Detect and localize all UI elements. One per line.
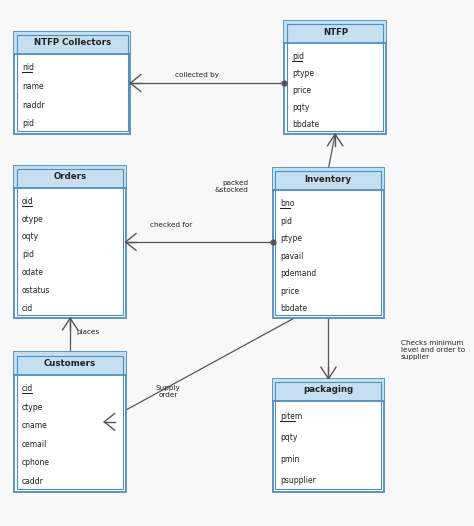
Text: ostatus: ostatus (22, 286, 50, 295)
Text: naddr: naddr (22, 100, 45, 109)
Text: oid: oid (22, 197, 34, 206)
Bar (14, 32, 130, 134)
Text: bno: bno (280, 199, 294, 208)
Text: name: name (22, 82, 44, 91)
Text: cphone: cphone (22, 459, 50, 468)
Text: pqty: pqty (280, 433, 298, 442)
Text: pid: pid (280, 217, 292, 226)
Text: cid: cid (22, 384, 33, 393)
Bar (14, 32, 130, 54)
Text: packed
&stocked: packed &stocked (215, 180, 249, 193)
Bar (275, 382, 381, 489)
Text: otype: otype (22, 215, 44, 224)
Bar (284, 21, 386, 134)
Text: pid: pid (292, 52, 304, 60)
Text: Orders: Orders (54, 172, 86, 181)
Text: packaging: packaging (303, 385, 353, 394)
Text: places: places (76, 329, 100, 336)
Text: nid: nid (22, 63, 34, 72)
Bar (284, 21, 386, 43)
Text: oqty: oqty (22, 232, 39, 241)
Bar (14, 352, 126, 492)
Text: Inventory: Inventory (305, 175, 352, 184)
Text: ptype: ptype (280, 234, 302, 243)
Text: Checks minimum
level and order to
supplier: Checks minimum level and order to suppli… (401, 340, 465, 360)
Bar (273, 379, 384, 492)
Text: pmin: pmin (280, 454, 300, 463)
Text: cid: cid (22, 304, 33, 313)
Text: pavail: pavail (280, 251, 303, 260)
Text: caddr: caddr (22, 477, 44, 486)
Bar (275, 171, 381, 315)
Bar (273, 168, 384, 190)
Bar (287, 24, 383, 131)
Text: pid: pid (22, 250, 34, 259)
Text: pitem: pitem (280, 412, 302, 421)
Text: ptype: ptype (292, 69, 314, 78)
Text: cemail: cemail (22, 440, 47, 449)
Text: bbdate: bbdate (292, 120, 319, 129)
Bar (273, 168, 384, 318)
Text: price: price (292, 86, 311, 95)
Bar (14, 166, 126, 188)
Text: bbdate: bbdate (280, 304, 307, 313)
Bar (273, 379, 384, 401)
Text: psupplier: psupplier (280, 476, 316, 484)
Text: NTFP Collectors: NTFP Collectors (34, 38, 111, 47)
Text: pdemand: pdemand (280, 269, 316, 278)
Text: collected by: collected by (175, 72, 219, 78)
Text: checked for: checked for (149, 222, 192, 228)
Bar (17, 35, 128, 131)
Text: Supply
order: Supply order (156, 386, 181, 398)
Text: odate: odate (22, 268, 44, 277)
Text: pid: pid (22, 119, 34, 128)
Text: pqty: pqty (292, 103, 310, 112)
Bar (17, 169, 123, 315)
Bar (14, 166, 126, 318)
Bar (14, 352, 126, 375)
Text: Customers: Customers (44, 359, 96, 368)
Text: cname: cname (22, 421, 47, 430)
Text: ctype: ctype (22, 402, 43, 411)
Text: NTFP: NTFP (323, 27, 348, 37)
Text: price: price (280, 287, 299, 296)
Bar (17, 356, 123, 489)
